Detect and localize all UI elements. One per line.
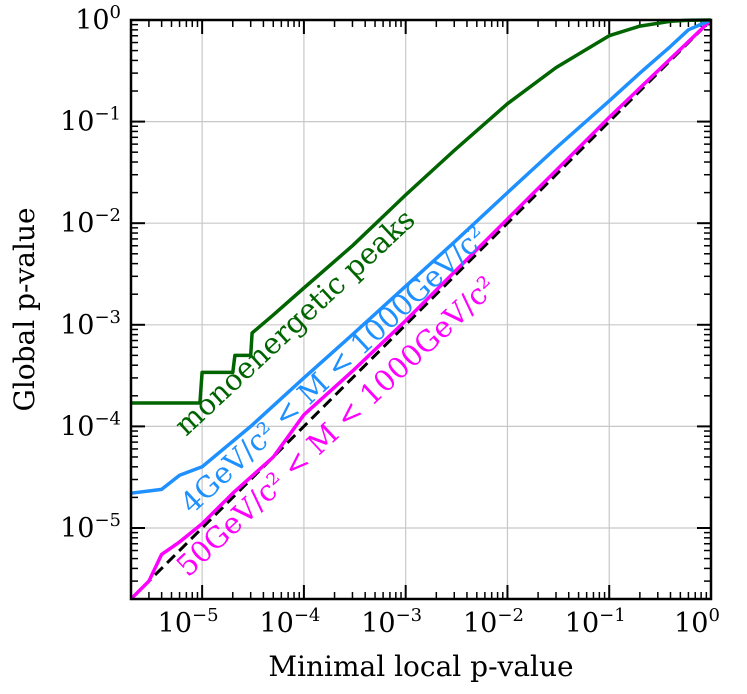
series-layer <box>129 18 713 601</box>
series-monoenergetic-line <box>131 18 712 405</box>
y-tick-label: 10−1 <box>60 104 121 138</box>
grid <box>131 20 711 599</box>
x-tick-label: 10−2 <box>463 605 524 639</box>
x-tick-label: 100 <box>674 605 720 639</box>
x-tick-label: 10−4 <box>259 605 320 639</box>
y-axis-label: Global p-value <box>8 207 41 411</box>
x-axis-label: Minimal local p-value <box>268 650 573 683</box>
series-50gev-line <box>129 18 713 601</box>
plot-frame <box>129 18 713 601</box>
y-tick-label: 10−2 <box>60 205 121 239</box>
y-tick-labels: 10−5 10−4 10−3 10−2 10−1 100 <box>60 2 121 544</box>
series-4gev-line <box>130 18 712 495</box>
x-tick-label: 10−3 <box>361 605 422 639</box>
x-tick-labels: 10−5 10−4 10−3 10−2 10−1 100 <box>158 605 720 639</box>
reference-diagonal-line <box>129 18 713 601</box>
x-tick-label: 10−5 <box>158 605 219 639</box>
y-tick-label: 10−5 <box>60 510 121 544</box>
x-tick-label: 10−1 <box>565 605 626 639</box>
y-tick-label: 100 <box>75 2 121 36</box>
y-tick-label: 10−3 <box>60 307 121 341</box>
y-tick-label: 10−4 <box>60 408 121 442</box>
